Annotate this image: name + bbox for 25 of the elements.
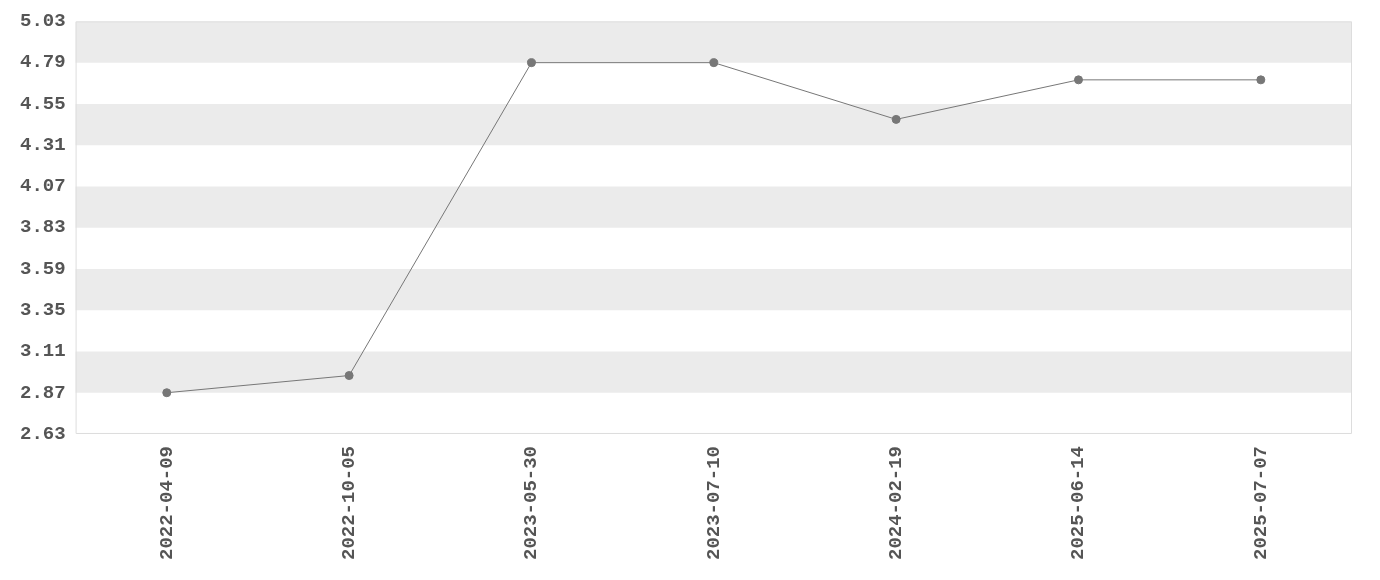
point [1073,75,1083,85]
y-tick-label: 4.07 [20,175,66,198]
point [162,388,172,398]
y-tick-label: 3.83 [20,216,66,239]
x-tick-label: 2022-10-05 [337,445,360,561]
y-tick-label: 2.63 [20,422,66,445]
y-tick-label: 3.35 [20,298,66,321]
x-tick-label: 2023-05-30 [520,445,543,561]
point [526,58,536,68]
point [709,58,719,68]
x-tick-label: 2022-04-09 [155,445,178,561]
x-tick-label: 2024-02-19 [884,445,907,561]
x-tick-label: 2025-06-14 [1067,445,1090,561]
y-tick-label: 4.55 [20,92,66,115]
y-tick-label: 2.87 [20,381,66,404]
point [344,371,354,381]
y-tick-label: 5.03 [20,10,66,33]
point [891,114,901,124]
y-tick-label: 3.11 [20,340,66,363]
y-tick-label: 4.79 [20,51,66,74]
point [1256,75,1266,85]
x-tick-label: 2023-07-10 [702,445,725,561]
y-tick-label: 4.31 [20,133,66,156]
y-tick-label: 3.59 [20,257,66,280]
x-tick-label: 2025-07-07 [1249,445,1272,561]
